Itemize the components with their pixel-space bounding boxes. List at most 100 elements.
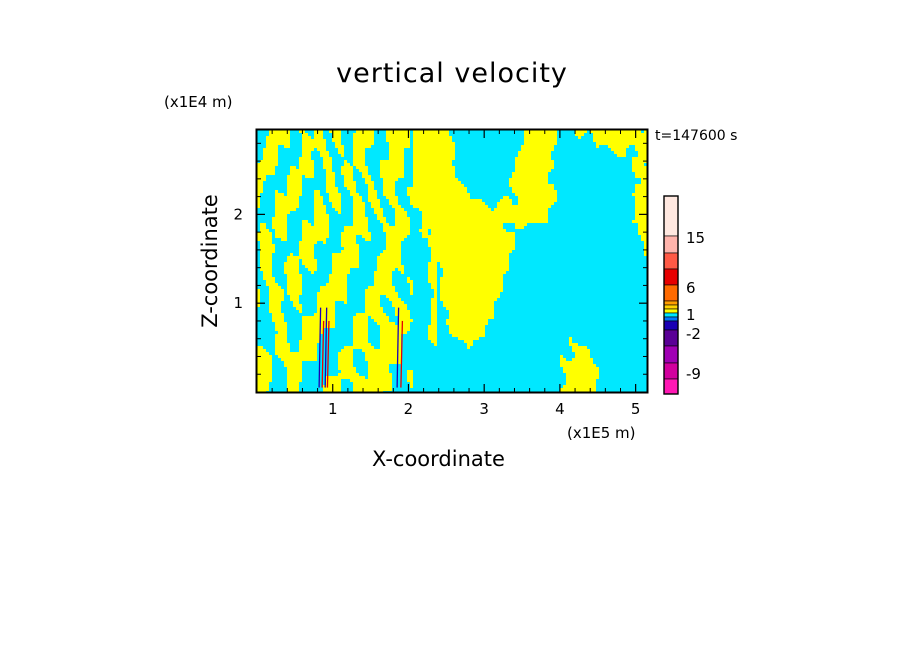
- contour-cell: [428, 280, 438, 284]
- contour-cell: [401, 244, 429, 248]
- contour-cell: [350, 379, 393, 383]
- y-axis: 12: [233, 142, 647, 375]
- contour-cell: [302, 310, 318, 314]
- contour-cell: [302, 238, 327, 242]
- contour-cell: [440, 286, 504, 290]
- contour-cell: [644, 163, 647, 167]
- contour-cell: [374, 184, 384, 188]
- contour-cell: [449, 313, 495, 317]
- contour-cell: [278, 157, 300, 161]
- contour-cell: [347, 295, 366, 299]
- contour-cell: [626, 148, 636, 152]
- contour-cell: [596, 142, 647, 146]
- contour-cell: [314, 190, 321, 194]
- contour-cell: [395, 313, 411, 317]
- contour-cell: [353, 220, 369, 224]
- contour-cell: [284, 313, 315, 317]
- contour-cell: [401, 337, 429, 341]
- contour-cell: [395, 223, 411, 227]
- contour-cell: [275, 244, 300, 248]
- contour-cell: [299, 343, 318, 347]
- contour-cell: [641, 130, 645, 134]
- contour-cell: [284, 298, 291, 302]
- contour-cell: [332, 265, 360, 269]
- contour-cell: [386, 295, 399, 299]
- contour-cell: [383, 250, 402, 254]
- contour-cell: [341, 370, 357, 374]
- contour-cell: [560, 388, 597, 392]
- contour-cell: [290, 211, 315, 215]
- contour-cell: [317, 265, 333, 269]
- contour-cell: [269, 229, 276, 233]
- contour-cell: [287, 223, 303, 227]
- contour-cell: [632, 193, 647, 197]
- contour-cell: [395, 220, 411, 224]
- contour-cell: [413, 148, 456, 152]
- contour-cell: [509, 181, 549, 185]
- contour-cell: [368, 187, 375, 191]
- contour-cell: [374, 208, 384, 212]
- contour-cell: [347, 298, 366, 302]
- contour-cell: [368, 376, 393, 380]
- contour-cell: [521, 148, 555, 152]
- contour-cell: [392, 280, 408, 284]
- contour-cell: [257, 184, 264, 188]
- contour-cell: [386, 217, 396, 221]
- contour-cell: [260, 229, 270, 233]
- contour-cell: [401, 250, 432, 254]
- contour-cell: [287, 334, 303, 338]
- contour-cell: [275, 232, 288, 236]
- contour-cell: [503, 274, 647, 278]
- contour-cell: [347, 187, 357, 191]
- contour-cell: [383, 208, 396, 212]
- contour-cell: [644, 250, 647, 254]
- contour-cell: [335, 310, 366, 314]
- contour-cell: [449, 316, 495, 320]
- contour-cell: [323, 163, 333, 167]
- contour-cell: [257, 139, 267, 143]
- contour-cell: [413, 175, 456, 179]
- contour-cell: [302, 370, 342, 374]
- contour-cell: [317, 241, 324, 245]
- contour-cell: [287, 280, 303, 284]
- contour-cell: [398, 202, 411, 206]
- contour-cell: [368, 331, 381, 335]
- contour-cell: [263, 274, 273, 278]
- contour-cell: [413, 286, 432, 290]
- contour-cell: [308, 220, 315, 224]
- contour-cell: [566, 373, 600, 377]
- contour-cell: [380, 166, 405, 170]
- contour-cell: [347, 289, 366, 293]
- contour-cell: [257, 277, 264, 281]
- contour-cell: [608, 145, 630, 149]
- contour-cell: [260, 199, 276, 203]
- contour-cell: [356, 190, 369, 194]
- colorbar-tick-label: -9: [686, 365, 701, 383]
- contour-cell: [269, 286, 282, 290]
- contour-cell: [437, 325, 450, 329]
- contour-cell: [359, 253, 381, 257]
- contour-cell: [284, 316, 303, 320]
- contour-cell: [368, 172, 381, 176]
- contour-cell: [257, 202, 261, 206]
- contour-cell: [314, 244, 342, 248]
- contour-cell: [518, 196, 558, 200]
- contour-cell: [413, 145, 456, 149]
- contour-cell: [353, 205, 366, 209]
- contour-cell: [353, 202, 366, 206]
- contour-cell: [347, 277, 375, 281]
- contour-cell: [407, 307, 432, 311]
- contour-cell: [284, 295, 291, 299]
- contour-cell: [257, 217, 273, 221]
- colorbar-segment: [663, 329, 679, 347]
- contour-cell: [557, 142, 597, 146]
- contour-cell: [560, 364, 597, 368]
- contour-cell: [269, 307, 282, 311]
- contour-cell: [452, 139, 525, 143]
- contour-cell: [290, 133, 303, 137]
- contour-cell: [422, 223, 504, 227]
- contour-cell: [413, 289, 435, 293]
- contour-cell: [350, 271, 375, 275]
- contour-cell: [503, 280, 647, 284]
- contour-cell: [341, 388, 354, 392]
